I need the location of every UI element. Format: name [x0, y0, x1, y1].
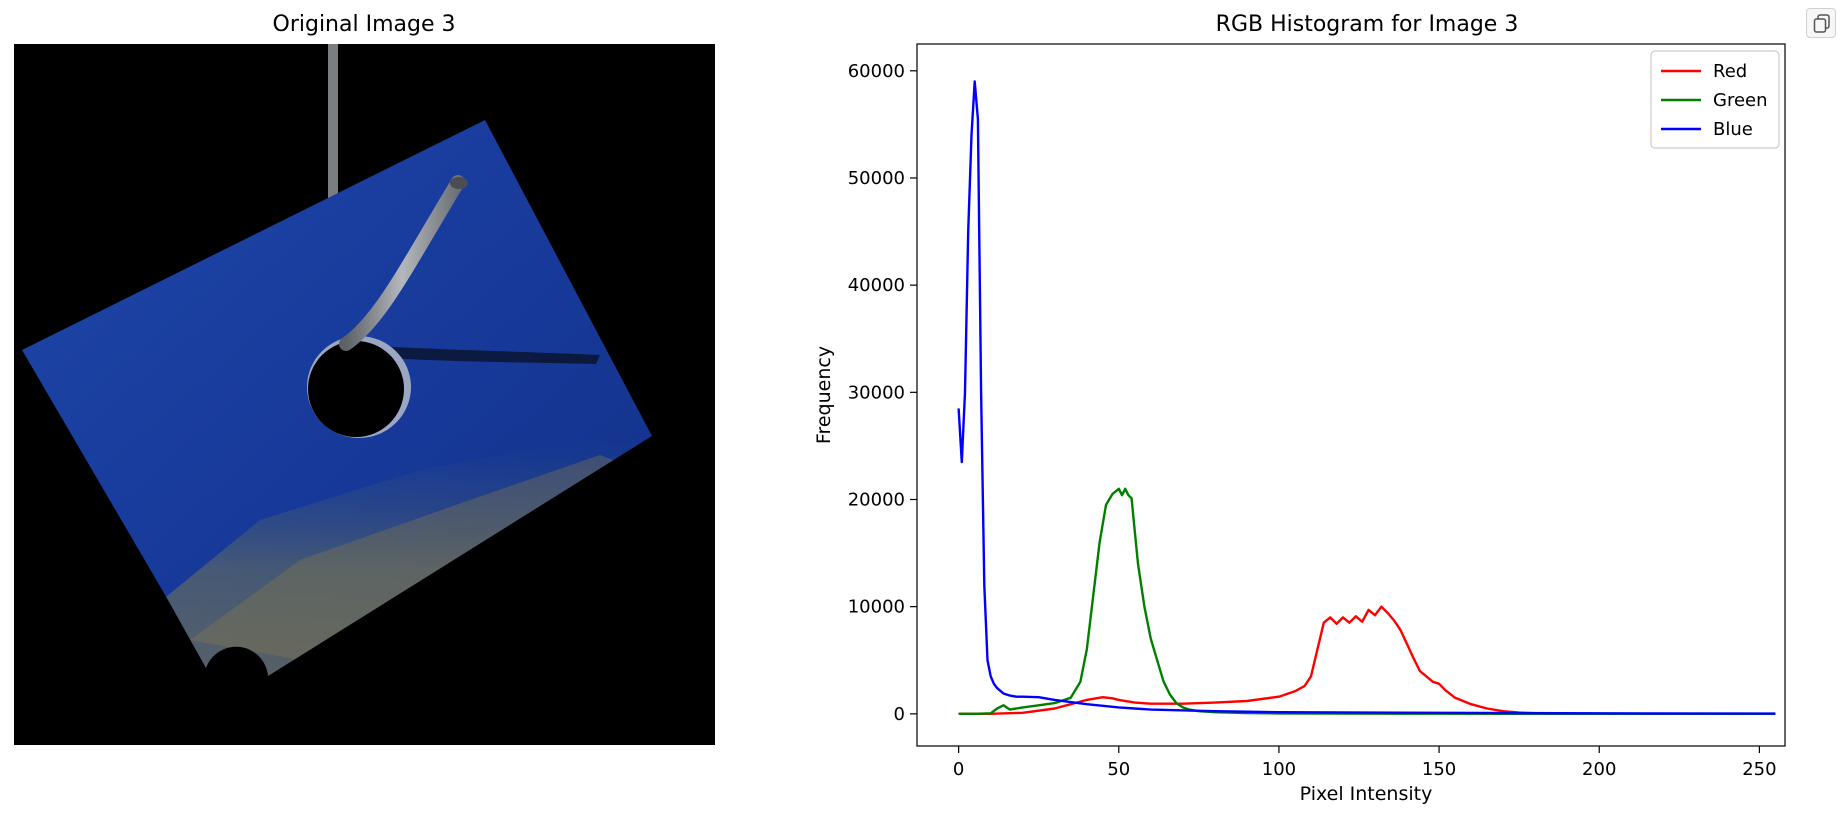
- y-tick-label: 10000: [848, 597, 905, 618]
- plot-area: [916, 43, 1786, 747]
- x-tick-label: 50: [1107, 759, 1130, 780]
- x-axis-label: Pixel Intensity: [1300, 783, 1433, 805]
- y-tick-label: 60000: [848, 61, 905, 82]
- legend-label-red: Red: [1713, 61, 1747, 82]
- metal-rod: [339, 175, 465, 351]
- y-tick-label: 0: [894, 704, 905, 725]
- x-tick-label: 0: [953, 759, 964, 780]
- image-title: Original Image 3: [273, 12, 456, 37]
- x-tick-label: 150: [1422, 759, 1456, 780]
- hanging-wire: [328, 44, 338, 199]
- legend: Red Green Blue: [1650, 50, 1780, 149]
- copy-icon: [1813, 14, 1830, 33]
- histogram-chart: RGB Histogram for Image 3 0 50 100 150 200 25…: [813, 12, 1786, 805]
- original-image: [14, 44, 715, 745]
- copy-button[interactable]: [1806, 8, 1836, 38]
- x-tick-label: 250: [1742, 759, 1776, 780]
- series-line-blue: [957, 80, 1776, 715]
- y-tick-label: 20000: [848, 489, 905, 510]
- y-axis-label: Frequency: [813, 346, 835, 444]
- series-lines: [957, 80, 1776, 715]
- legend-label-green: Green: [1713, 90, 1768, 111]
- y-tick-label: 50000: [848, 168, 905, 189]
- chart-title: RGB Histogram for Image 3: [1216, 12, 1519, 37]
- series-line-red: [958, 605, 1776, 715]
- y-tick-label: 30000: [848, 382, 905, 403]
- x-tick-label: 100: [1262, 759, 1296, 780]
- x-axis: 0 50 100 150 200 250: [953, 746, 1777, 780]
- plate-hole: [308, 341, 404, 437]
- legend-label-blue: Blue: [1713, 119, 1753, 140]
- rod-tip: [450, 177, 468, 189]
- legend-box: [1650, 50, 1780, 149]
- y-tick-label: 40000: [848, 275, 905, 296]
- plate-notch: [200, 646, 268, 700]
- series-line-green: [958, 487, 1776, 715]
- x-tick-label: 200: [1582, 759, 1616, 780]
- y-axis: 0 10000 20000 30000 40000 50000 60000: [848, 61, 917, 725]
- rod-shadow: [360, 345, 600, 364]
